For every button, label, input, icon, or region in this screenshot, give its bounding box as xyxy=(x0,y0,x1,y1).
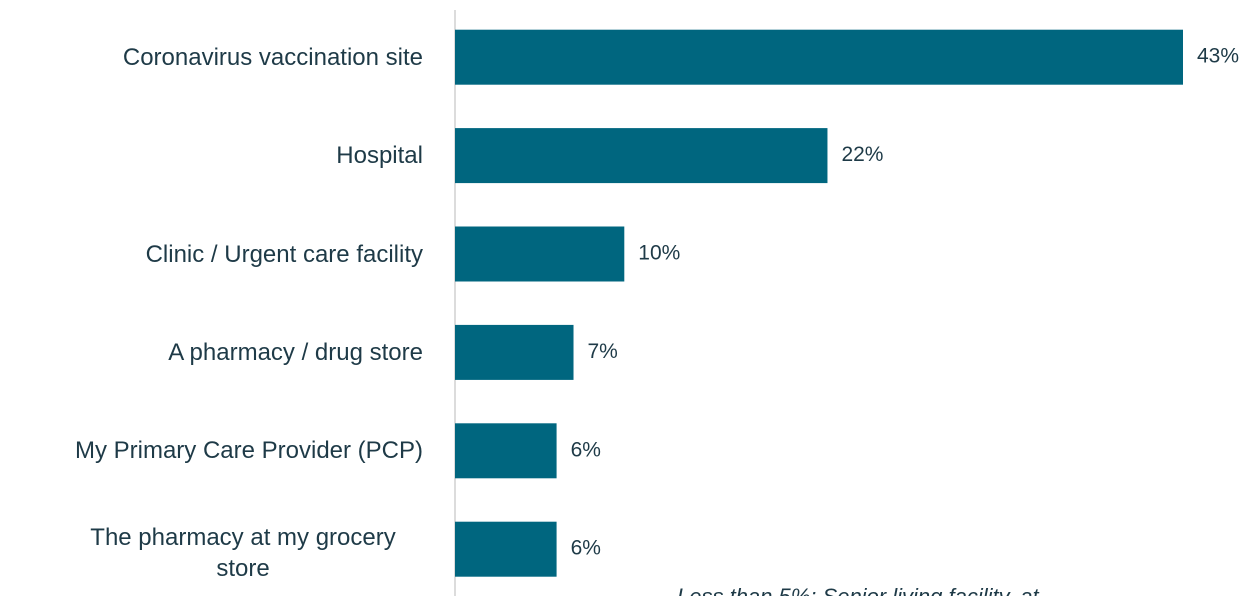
category-label: Clinic / Urgent care facility xyxy=(145,240,423,268)
value-label: 7% xyxy=(588,340,618,363)
bar xyxy=(455,128,828,184)
category-label: A pharmacy / drug store xyxy=(168,338,423,366)
bar xyxy=(455,29,1183,85)
bar xyxy=(455,324,574,380)
bar xyxy=(455,423,557,479)
value-label: 10% xyxy=(638,242,680,265)
value-label: 6% xyxy=(571,438,601,461)
bar xyxy=(455,521,557,577)
category-label: The pharmacy at my grocery store xyxy=(90,524,396,583)
category-label: My Primary Care Provider (PCP) xyxy=(74,437,423,465)
bar xyxy=(455,226,625,282)
value-label: 22% xyxy=(841,143,883,166)
value-label: 43% xyxy=(1197,45,1239,68)
category-label: Hospital xyxy=(336,142,423,170)
value-label: 6% xyxy=(571,537,601,560)
annotation: Less than 5%: Senior living facility, at xyxy=(677,584,1039,596)
category-label: Coronavirus vaccination site xyxy=(122,43,423,71)
